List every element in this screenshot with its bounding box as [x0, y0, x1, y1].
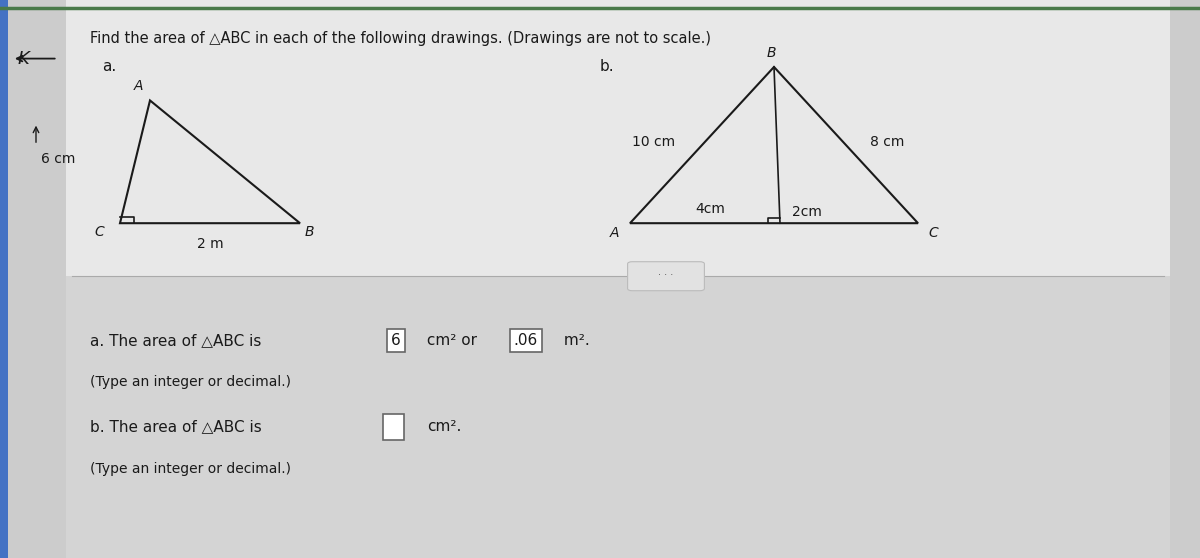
Text: B: B — [767, 46, 776, 60]
Text: (Type an integer or decimal.): (Type an integer or decimal.) — [90, 375, 292, 389]
Text: (Type an integer or decimal.): (Type an integer or decimal.) — [90, 461, 292, 476]
Text: C: C — [95, 224, 104, 239]
Text: 6: 6 — [391, 333, 401, 348]
FancyBboxPatch shape — [66, 276, 1170, 558]
Text: 8 cm: 8 cm — [870, 135, 905, 150]
Text: 2cm: 2cm — [792, 205, 822, 219]
Text: C: C — [929, 226, 938, 240]
Text: K: K — [18, 50, 30, 68]
Text: b.: b. — [600, 59, 614, 74]
Text: Find the area of △ABC in each of the following drawings. (Drawings are not to sc: Find the area of △ABC in each of the fol… — [90, 31, 710, 46]
Text: B: B — [305, 224, 314, 239]
Text: a.: a. — [102, 59, 116, 74]
Text: a. The area of △ABC is: a. The area of △ABC is — [90, 333, 262, 348]
FancyBboxPatch shape — [628, 262, 704, 291]
Text: m².: m². — [559, 333, 590, 348]
Text: .06: .06 — [514, 333, 538, 348]
Text: 10 cm: 10 cm — [632, 135, 676, 150]
Text: 4cm: 4cm — [695, 202, 725, 217]
Text: A: A — [610, 226, 619, 240]
Text: b. The area of △ABC is: b. The area of △ABC is — [90, 420, 262, 434]
Text: · · ·: · · · — [659, 270, 673, 280]
Text: 2 m: 2 m — [197, 237, 223, 251]
FancyBboxPatch shape — [0, 0, 8, 558]
Text: 6 cm: 6 cm — [41, 152, 76, 166]
Text: cm².: cm². — [427, 420, 462, 434]
Text: A: A — [133, 79, 143, 94]
Text: cm² or: cm² or — [422, 333, 482, 348]
FancyBboxPatch shape — [66, 0, 1170, 276]
